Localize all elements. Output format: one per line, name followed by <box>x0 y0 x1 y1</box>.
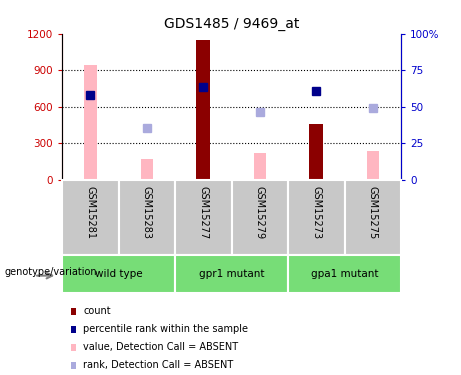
Bar <box>288 255 401 292</box>
Bar <box>344 180 401 255</box>
Text: wild type: wild type <box>95 269 142 279</box>
Text: value, Detection Call = ABSENT: value, Detection Call = ABSENT <box>83 342 238 352</box>
Text: percentile rank within the sample: percentile rank within the sample <box>83 324 248 334</box>
Text: rank, Detection Call = ABSENT: rank, Detection Call = ABSENT <box>83 360 234 370</box>
Bar <box>309 124 324 180</box>
Text: GSM15281: GSM15281 <box>85 186 95 239</box>
Bar <box>366 151 379 180</box>
Text: gpr1 mutant: gpr1 mutant <box>199 269 265 279</box>
Bar <box>62 255 175 292</box>
Bar <box>231 180 288 255</box>
Text: GSM15283: GSM15283 <box>142 186 152 239</box>
Text: genotype/variation: genotype/variation <box>5 267 97 277</box>
Bar <box>62 180 118 255</box>
Bar <box>288 180 344 255</box>
Text: GSM15273: GSM15273 <box>311 186 321 239</box>
Text: GSM15277: GSM15277 <box>198 186 208 239</box>
Bar <box>118 180 175 255</box>
Title: GDS1485 / 9469_at: GDS1485 / 9469_at <box>164 17 299 32</box>
Text: GSM15279: GSM15279 <box>255 186 265 239</box>
Bar <box>84 65 97 180</box>
Bar <box>196 40 211 180</box>
Text: gpa1 mutant: gpa1 mutant <box>311 269 378 279</box>
Text: GSM15275: GSM15275 <box>368 186 378 239</box>
Bar <box>175 255 288 292</box>
Bar <box>175 180 231 255</box>
Bar <box>254 153 266 180</box>
Text: count: count <box>83 306 111 316</box>
Bar <box>141 159 153 180</box>
